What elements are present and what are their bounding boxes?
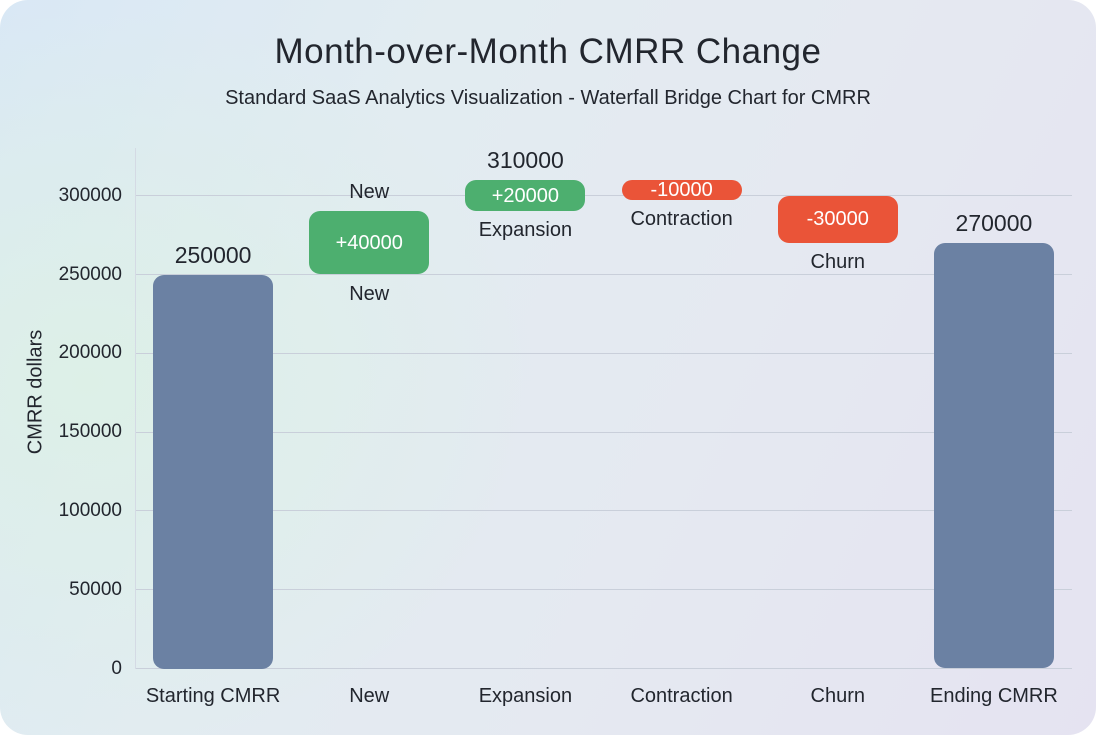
gridline-0 bbox=[135, 668, 1072, 669]
bar-delta-label: +20000 bbox=[491, 184, 560, 207]
x-axis-label-new: New bbox=[349, 685, 390, 707]
y-axis-title: CMRR dollars bbox=[24, 329, 47, 455]
y-tick-label-50000: 50000 bbox=[69, 578, 122, 600]
bar-delta-label: -30000 bbox=[806, 208, 869, 231]
y-tick-label-100000: 100000 bbox=[58, 499, 122, 521]
waterfall-bar-starting-cmrr bbox=[153, 274, 274, 669]
x-axis-label-expansion: Expansion bbox=[478, 685, 573, 707]
bar-name-label-below: Churn bbox=[810, 250, 865, 273]
gridline-300000 bbox=[135, 195, 1072, 197]
waterfall-bar-new: +40000 bbox=[309, 211, 430, 275]
bar-name-label-above: New bbox=[349, 181, 390, 204]
chart-title: Month-over-Month CMRR Change bbox=[274, 32, 822, 71]
y-tick-label-200000: 200000 bbox=[58, 342, 122, 364]
bar-value-label: 270000 bbox=[955, 209, 1033, 236]
gridline-150000 bbox=[135, 431, 1072, 433]
x-axis-label-ending-cmrr: Ending CMRR bbox=[929, 685, 1058, 707]
bar-name-label-below: Contraction bbox=[630, 207, 733, 230]
bar-delta-label: -10000 bbox=[650, 178, 713, 201]
chart-subtitle: Standard SaaS Analytics Visualization - … bbox=[225, 87, 871, 109]
x-axis-label-churn: Churn bbox=[810, 685, 865, 707]
y-axis-line bbox=[135, 148, 136, 669]
x-axis-label-starting-cmrr: Starting CMRR bbox=[145, 685, 281, 707]
bar-value-label: 310000 bbox=[487, 146, 564, 173]
x-axis-label-contraction: Contraction bbox=[630, 685, 733, 707]
gridline-50000 bbox=[135, 589, 1072, 591]
y-tick-label-0: 0 bbox=[111, 657, 122, 679]
gridline-200000 bbox=[135, 352, 1072, 354]
y-tick-label-300000: 300000 bbox=[58, 184, 122, 206]
bar-name-label-below: Expansion bbox=[478, 219, 573, 242]
waterfall-bar-expansion: +20000 bbox=[465, 179, 586, 212]
waterfall-bar-ending-cmrr bbox=[933, 242, 1054, 669]
y-tick-label-250000: 250000 bbox=[58, 263, 122, 285]
y-tick-label-150000: 150000 bbox=[58, 421, 122, 443]
bar-name-label-below: New bbox=[349, 282, 390, 305]
waterfall-bar-contraction: -10000 bbox=[621, 178, 742, 201]
gridline-250000 bbox=[135, 274, 1072, 275]
bar-delta-label: +40000 bbox=[335, 231, 403, 254]
bar-value-label: 250000 bbox=[174, 241, 252, 268]
waterfall-bar-churn: -30000 bbox=[777, 195, 898, 243]
gridline-100000 bbox=[135, 510, 1072, 512]
